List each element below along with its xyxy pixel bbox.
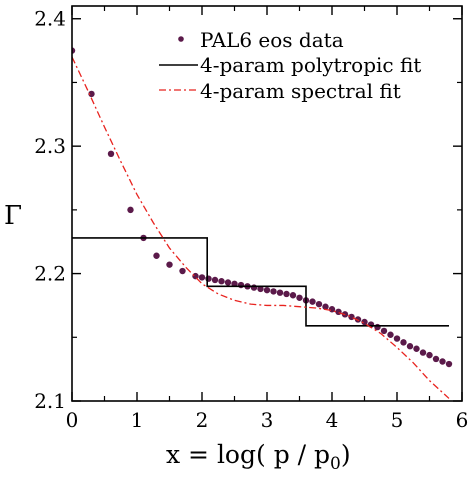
data-point-28	[322, 303, 329, 310]
data-point-33	[354, 316, 362, 323]
data-point-26	[309, 298, 316, 305]
data-point-1	[88, 90, 95, 98]
y-tick-label-0: 2.1	[34, 389, 66, 413]
data-point-21	[276, 289, 284, 296]
data-point-8	[192, 272, 199, 280]
data-point-18	[257, 285, 264, 293]
x-axis-label: x = log( p / p0)	[166, 440, 351, 474]
data-point-27	[315, 300, 323, 308]
legend-entry-spectral: 4-param spectral fit	[159, 79, 401, 103]
data-point-44	[426, 351, 433, 359]
data-point-47	[445, 360, 453, 368]
data-point-15	[237, 281, 245, 289]
x-tick-label-3: 3	[261, 408, 274, 432]
ticks-layer: 0 1 2 3 4 5 6 2.1 2.2 2.3 2.4	[34, 6, 468, 432]
legend-entry-data: PAL6 eos data	[178, 28, 344, 52]
y-tick-label-3: 2.4	[34, 7, 66, 31]
data-point-41	[406, 343, 414, 350]
data-point-13	[224, 279, 232, 286]
data-point-30	[335, 308, 342, 316]
x-axis-label-end: )	[341, 440, 351, 469]
series-pal6-eos-data	[72, 47, 453, 368]
y-tick-label-1: 2.2	[34, 262, 66, 286]
x-tick-label-0: 0	[66, 408, 79, 432]
legend-label-data: PAL6 eos data	[200, 28, 344, 52]
data-point-43	[419, 349, 427, 356]
data-point-17	[250, 284, 258, 291]
series-line-4-param-polytropic-fit	[72, 237, 449, 327]
series-layer	[72, 47, 453, 399]
legend-label-polytropic: 4-param polytropic fit	[200, 53, 421, 77]
data-point-9	[198, 274, 206, 281]
data-point-22	[283, 290, 290, 298]
y-tick-label-2: 2.3	[34, 134, 66, 158]
x-tick-label-1: 1	[131, 408, 144, 432]
data-point-5	[153, 252, 160, 259]
data-point-32	[348, 313, 355, 321]
data-point-10	[205, 275, 212, 282]
data-point-38	[387, 331, 394, 338]
x-axis-label-sub: 0	[330, 454, 341, 474]
data-point-14	[231, 280, 238, 287]
x-axis-label-main: x = log( p / p	[166, 440, 330, 469]
data-point-6	[166, 261, 173, 268]
data-point-34	[361, 318, 368, 326]
data-point-3	[127, 206, 134, 214]
legend: PAL6 eos data 4-param polytropic fit 4-p…	[159, 28, 421, 103]
data-point-24	[296, 294, 303, 301]
x-tick-label-4: 4	[326, 408, 339, 432]
data-point-37	[380, 327, 388, 335]
x-tick-label-5: 5	[391, 408, 404, 432]
data-point-40	[400, 339, 407, 346]
series-line-4-param-spectral-fit	[72, 56, 450, 399]
data-point-19	[263, 286, 271, 294]
y-axis-label: Γ	[4, 201, 22, 231]
data-point-42	[413, 345, 420, 352]
legend-entry-polytropic: 4-param polytropic fit	[159, 53, 421, 77]
data-point-12	[218, 278, 225, 285]
legend-label-spectral: 4-param spectral fit	[200, 79, 401, 103]
data-point-39	[393, 335, 401, 342]
data-point-2	[107, 150, 115, 158]
data-point-23	[289, 292, 297, 299]
data-point-46	[439, 358, 446, 365]
data-point-11	[211, 276, 219, 284]
data-point-7	[179, 267, 186, 275]
data-point-45	[432, 355, 440, 363]
x-tick-label-2: 2	[196, 408, 209, 432]
legend-marker-dots	[178, 36, 184, 42]
x-tick-label-6: 6	[456, 408, 469, 432]
data-point-20	[270, 288, 277, 295]
